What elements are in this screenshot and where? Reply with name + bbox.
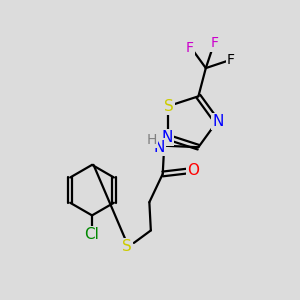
Text: O: O [187,164,199,178]
Text: F: F [211,36,219,50]
Text: S: S [164,98,173,113]
Text: Cl: Cl [85,227,100,242]
Text: H: H [146,134,157,147]
Text: N: N [161,130,173,145]
Text: F: F [185,41,194,55]
Text: S: S [122,239,132,254]
Text: N: N [213,114,224,129]
Text: F: F [227,53,235,67]
Text: N: N [153,140,164,155]
